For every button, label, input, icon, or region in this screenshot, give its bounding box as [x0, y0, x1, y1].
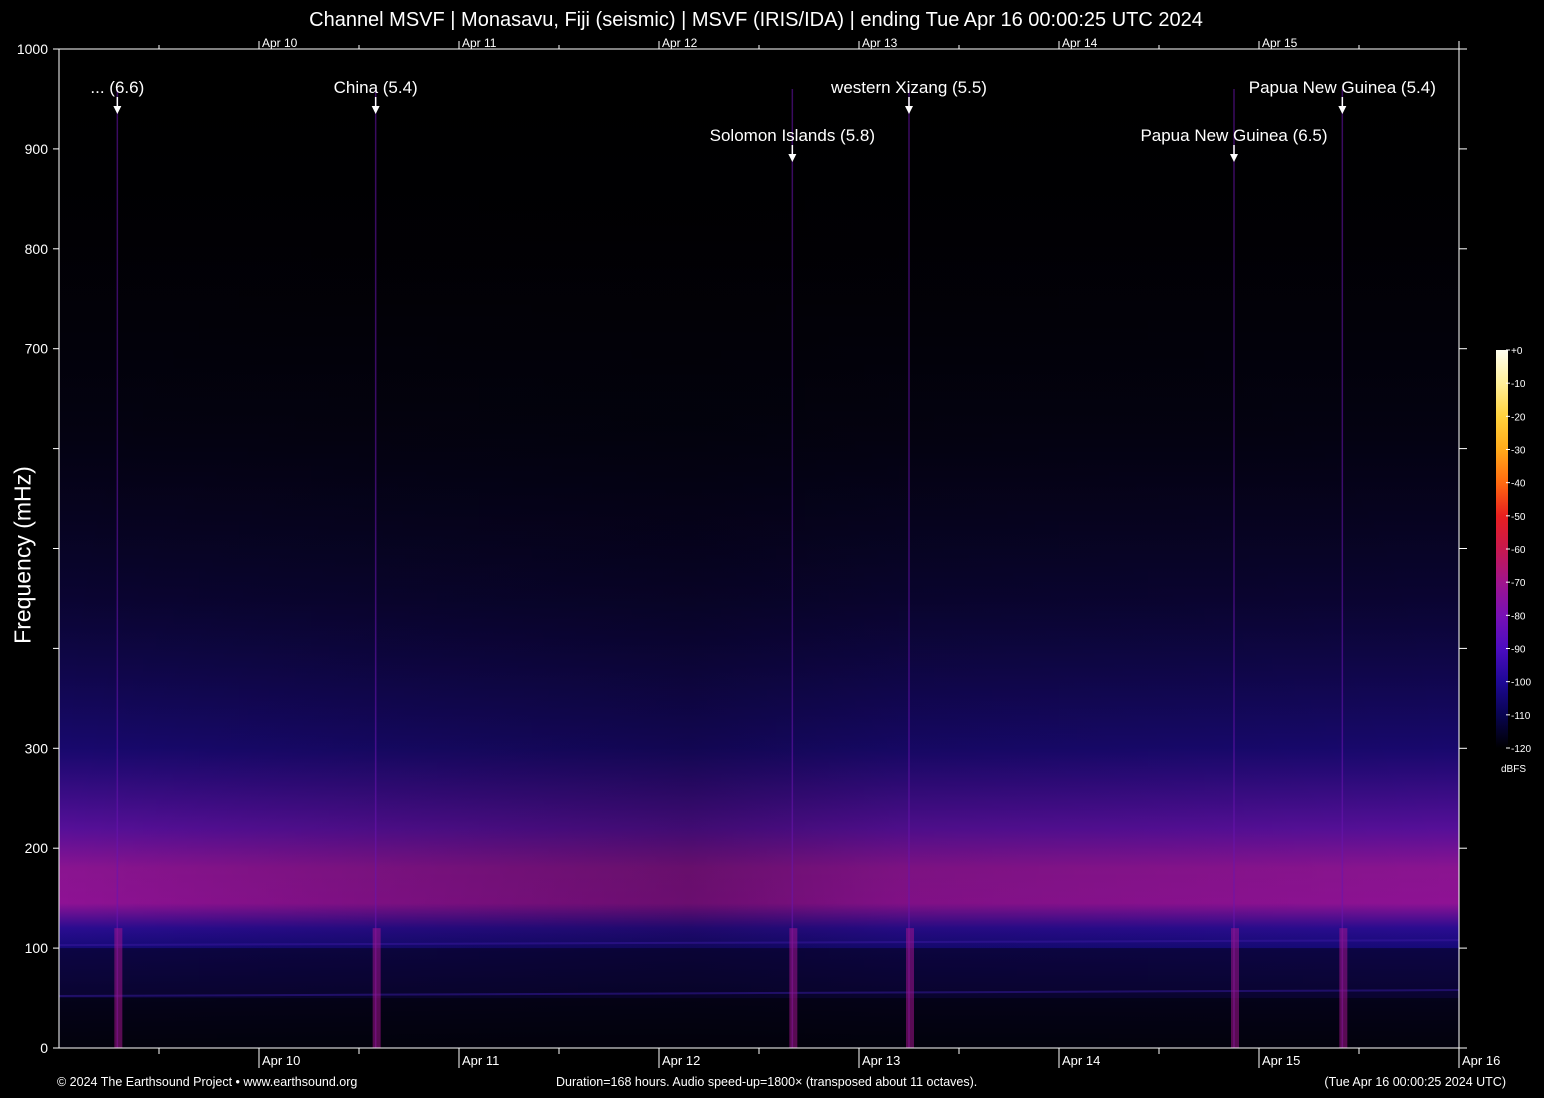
event-arrow-head — [788, 154, 797, 162]
event-arrow-head — [1230, 154, 1238, 162]
y-axis: 0 100 200 300 700 800 900 1000 — [17, 41, 1467, 1056]
colorbar-tick-label: -30 — [1511, 446, 1526, 457]
colorbar-tick-label: -110 — [1511, 711, 1531, 722]
event-annotations: ... (6.6) China (5.4) Solomon Islands (5.8… — [90, 78, 1436, 162]
y-tick-label: 100 — [25, 940, 49, 956]
y-tick-label: 800 — [25, 241, 49, 257]
colorbar-tick-label: -70 — [1511, 578, 1526, 589]
footer-copyright: © 2024 The Earthsound Project • www.eart… — [57, 1075, 358, 1089]
x-tick-label-top: Apr 10 — [262, 36, 298, 50]
colorbar-tick-label: -60 — [1511, 545, 1526, 556]
y-tick-label: 0 — [40, 1040, 48, 1056]
event-label: Solomon Islands (5.8) — [710, 126, 875, 145]
event-energy — [372, 928, 381, 1048]
y-tick-label: 1000 — [17, 41, 48, 57]
colorbar-gradient — [1496, 350, 1508, 748]
x-tick-label: Apr 11 — [462, 1053, 499, 1068]
colorbar-tick-label: -40 — [1511, 479, 1526, 490]
colorbar: +0 -10 -20 -30 -40 -50 -60 -70 -80 -90 -100 -110 -12… — [1496, 346, 1531, 775]
x-tick-label: Apr 10 — [262, 1053, 300, 1068]
x-tick-label-top: Apr 11 — [462, 36, 497, 50]
x-tick-label: Apr 13 — [862, 1053, 900, 1068]
colorbar-tick-label: -90 — [1511, 645, 1526, 656]
footer-timestamp: (Tue Apr 16 00:00:25 2024 UTC) — [1324, 1075, 1506, 1089]
colorbar-tick-label: -20 — [1511, 412, 1526, 423]
colorbar-tick-label: -80 — [1511, 611, 1526, 622]
x-tick-label-top: Apr 13 — [862, 36, 898, 50]
y-tick-label: 300 — [25, 740, 49, 756]
event-energy — [1231, 928, 1239, 1048]
y-tick-label: 900 — [25, 141, 49, 157]
x-tick-label-top: Apr 15 — [1262, 36, 1298, 50]
event-arrow-head — [371, 106, 380, 114]
event-arrow-head — [1338, 106, 1347, 114]
colorbar-unit: dBFS — [1501, 764, 1526, 775]
x-tick-label: Apr 14 — [1062, 1053, 1100, 1068]
x-tick-label: Apr 12 — [662, 1053, 700, 1068]
colorbar-tick-label: +0 — [1511, 346, 1523, 357]
event-label: western Xizang (5.5) — [830, 78, 987, 97]
event-energy — [114, 928, 123, 1048]
x-tick-label: Apr 15 — [1262, 1053, 1300, 1068]
event-arrow-head — [905, 106, 913, 114]
event-energy — [906, 928, 914, 1048]
x-tick-label: Apr 16 — [1462, 1053, 1500, 1068]
colorbar-tick-label: -120 — [1511, 744, 1531, 755]
event-label: ... (6.6) — [90, 78, 144, 97]
colorbar-tick-label: -100 — [1511, 678, 1531, 689]
colorbar-tick-label: -10 — [1511, 379, 1526, 390]
y-tick-label: 700 — [25, 341, 49, 357]
event-label: Papua New Guinea (6.5) — [1140, 126, 1327, 145]
event-energy — [789, 928, 798, 1048]
x-axis: Apr 10 Apr 10 Apr 11 Apr 11 Apr 12 Apr 12 Apr … — [158, 36, 1500, 1068]
x-tick-label-top: Apr 14 — [1062, 36, 1098, 50]
x-tick-label-top: Apr 12 — [662, 36, 698, 50]
event-arrow-head — [113, 106, 122, 114]
y-tick-label: 200 — [25, 840, 49, 856]
colorbar-tick-label: -50 — [1511, 512, 1526, 523]
event-label: Papua New Guinea (5.4) — [1249, 78, 1436, 97]
event-label: China (5.4) — [334, 78, 418, 97]
chart-title: Channel MSVF | Monasavu, Fiji (seismic) … — [309, 9, 1203, 31]
y-axis-label: Frequency (mHz) — [9, 466, 36, 644]
footer-duration: Duration=168 hours. Audio speed-up=1800×… — [556, 1075, 978, 1089]
event-energy — [1339, 928, 1348, 1048]
spectrogram-heatmap — [59, 49, 1459, 1048]
